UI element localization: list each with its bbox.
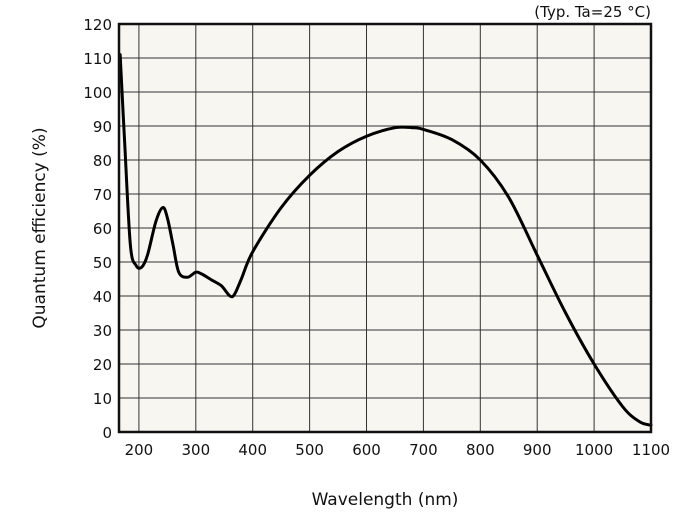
annotation: (Typ. Ta=25 °C) bbox=[534, 3, 651, 21]
x-axis-label: Wavelength (nm) bbox=[312, 490, 459, 510]
y-tick-label: 10 bbox=[93, 390, 112, 408]
y-tick-label: 110 bbox=[83, 50, 112, 68]
x-tick-label: 1000 bbox=[575, 441, 613, 459]
y-tick-labels: 0 10 20 30 40 50 60 70 80 90 100 110 120 bbox=[83, 16, 112, 442]
y-axis-label: Quantum efficiency (%) bbox=[30, 127, 50, 328]
x-tick-label: 400 bbox=[238, 441, 267, 459]
y-tick-label: 90 bbox=[93, 118, 112, 136]
x-tick-label: 300 bbox=[181, 441, 210, 459]
x-tick-label: 1100 bbox=[632, 441, 670, 459]
y-tick-label: 20 bbox=[93, 356, 112, 374]
y-tick-label: 80 bbox=[93, 152, 112, 170]
x-tick-label: 700 bbox=[409, 441, 438, 459]
y-tick-label: 0 bbox=[102, 424, 112, 442]
y-tick-label: 120 bbox=[83, 16, 112, 34]
y-tick-label: 100 bbox=[83, 84, 112, 102]
x-tick-label: 200 bbox=[125, 441, 154, 459]
grid bbox=[119, 23, 652, 433]
x-tick-label: 800 bbox=[466, 441, 495, 459]
y-tick-label: 40 bbox=[93, 288, 112, 306]
y-tick-label: 70 bbox=[93, 186, 112, 204]
x-tick-label: 600 bbox=[352, 441, 381, 459]
x-tick-label: 900 bbox=[523, 441, 552, 459]
x-tick-labels: 200 300 400 500 600 700 800 900 1000 1100 bbox=[125, 441, 670, 459]
series-line-quantum-efficiency bbox=[118, 53, 653, 427]
plot-frame bbox=[117, 22, 653, 434]
y-tick-label: 30 bbox=[93, 322, 112, 340]
y-tick-label: 60 bbox=[93, 220, 112, 238]
y-tick-label: 50 bbox=[93, 254, 112, 272]
x-tick-label: 500 bbox=[295, 441, 324, 459]
